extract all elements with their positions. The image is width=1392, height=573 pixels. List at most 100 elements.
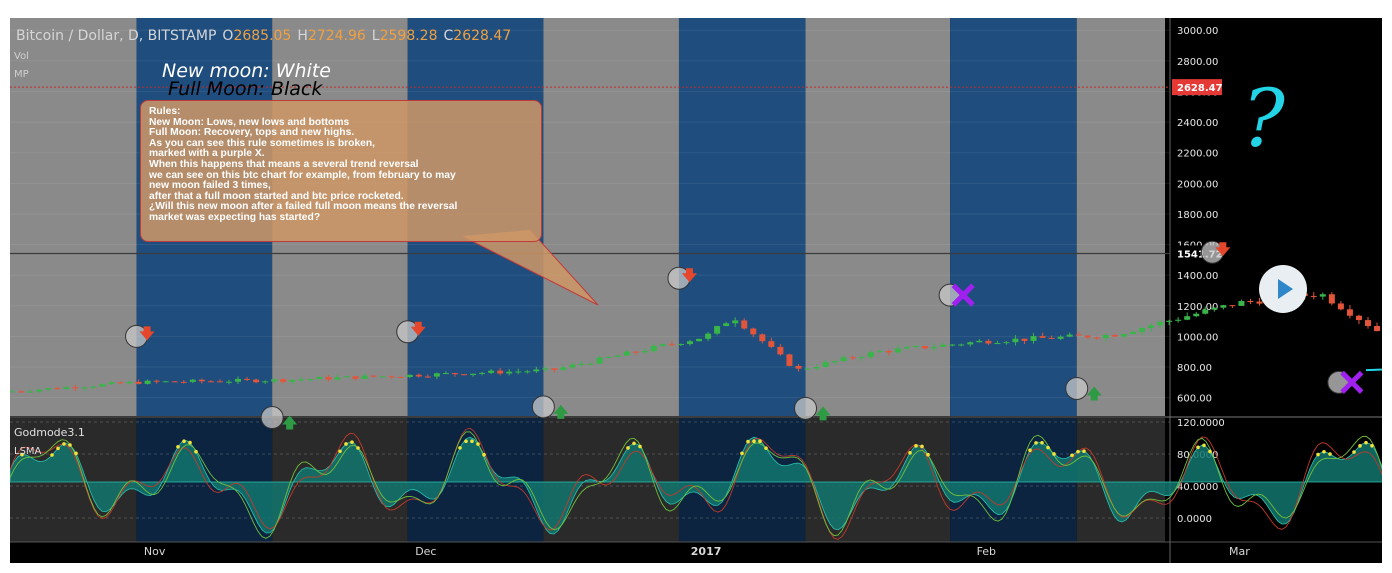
failed-moon-x-icon	[1340, 370, 1364, 394]
overbought-dot	[20, 452, 24, 457]
x-tick-label: Dec	[415, 545, 436, 558]
candle-body	[1310, 295, 1317, 297]
overbought-dot	[1202, 443, 1206, 448]
candle-body	[515, 371, 522, 373]
candle-body	[442, 373, 449, 375]
overbought-dot	[908, 451, 912, 455]
overbought-dot	[1082, 449, 1086, 454]
overbought-dot	[1328, 452, 1332, 456]
overbought-dot	[1316, 452, 1320, 457]
moon-marker-circle	[531, 395, 555, 419]
price-axis-label: 1541.72	[1177, 249, 1223, 260]
overbought-dot	[470, 439, 474, 444]
close-value: 2628.47	[453, 28, 512, 44]
overbought-dot	[194, 449, 198, 454]
overbought-dot	[1040, 440, 1044, 445]
candle-body	[1220, 305, 1227, 308]
overbought-dot	[182, 439, 186, 444]
overbought-dot	[914, 444, 918, 448]
indicator-title[interactable]: Godmode3.1	[14, 426, 85, 439]
arrow-up-icon	[282, 415, 298, 430]
candle-body	[976, 340, 983, 343]
candle-body	[614, 355, 621, 357]
overbought-dot	[482, 452, 486, 457]
moon-band-new	[950, 18, 1077, 416]
play-button[interactable]	[1259, 265, 1307, 313]
candle-body	[1374, 326, 1381, 332]
candle-body	[1157, 321, 1164, 326]
overbought-dot	[56, 446, 60, 451]
candle-body	[596, 357, 603, 364]
candle-body	[271, 379, 278, 382]
indicator-y-tick-label: 40.0000	[1177, 482, 1218, 493]
candle-body	[108, 382, 115, 385]
y-tick-label: 1200.00	[1177, 302, 1218, 313]
vol-label[interactable]: Vol	[14, 51, 29, 62]
candle-body	[985, 340, 992, 344]
candle-body	[650, 345, 657, 352]
y-tick-label: 2200.00	[1177, 149, 1218, 160]
overbought-dot	[926, 452, 930, 457]
y-tick-label: 800.00	[1177, 363, 1212, 374]
candle-body	[135, 381, 142, 384]
candle-body	[913, 346, 919, 348]
symbol-title: Bitcoin / Dollar, D, BITSTAMP	[16, 28, 217, 44]
candle-body	[361, 375, 368, 379]
candle-body	[831, 361, 838, 363]
candle-body	[235, 378, 241, 382]
candle-body	[858, 357, 865, 359]
moon-band-full	[1076, 18, 1165, 416]
candle-body	[1229, 305, 1236, 307]
candle-body	[524, 371, 531, 373]
overbought-dot	[632, 441, 636, 446]
candle-body	[1111, 335, 1118, 337]
candle-body	[795, 365, 802, 369]
arrow-up-icon	[553, 404, 569, 419]
candle-body	[207, 381, 214, 383]
overbought-dot	[1028, 448, 1032, 453]
overbought-dot	[356, 446, 360, 450]
overbought-dot	[1322, 449, 1326, 454]
candle-body	[849, 357, 856, 359]
callout-pointer	[461, 229, 599, 306]
candle-body	[1247, 301, 1254, 303]
overbought-dot	[1352, 450, 1356, 454]
oscillator-red-line	[10, 427, 1382, 540]
candle-body	[994, 343, 1001, 345]
candle-body	[623, 351, 630, 356]
candle-body	[1256, 301, 1263, 304]
candle-body	[289, 379, 296, 382]
y-tick-label: 600.00	[1177, 394, 1212, 405]
mp-label[interactable]: MP	[14, 69, 29, 80]
candle-body	[696, 338, 703, 342]
overbought-dot	[188, 440, 192, 445]
candle-body	[903, 347, 910, 349]
candle-body	[1139, 327, 1145, 332]
overbought-dot	[50, 453, 54, 457]
moon-band-full	[10, 18, 137, 416]
overbought-dot	[1364, 440, 1368, 445]
moon-band-new	[678, 18, 806, 416]
candle-body	[171, 381, 178, 383]
overbought-dot	[62, 442, 66, 446]
failed-moon-x-icon	[951, 283, 975, 307]
candle-body	[741, 320, 748, 329]
candle-body	[433, 373, 440, 377]
x-tick-label: Mar	[1229, 545, 1250, 558]
candle-body	[10, 391, 15, 393]
candle-body	[1337, 303, 1344, 310]
candle-body	[786, 354, 793, 366]
indicator-y-tick-label: 120.0000	[1177, 418, 1225, 429]
candle-body	[560, 367, 567, 370]
high-value: 2724.96	[307, 28, 366, 44]
candle-body	[1066, 334, 1073, 337]
candle-body	[542, 368, 549, 370]
candle-body	[822, 362, 829, 368]
overbought-dot	[464, 439, 468, 444]
candle-body	[569, 364, 576, 368]
y-tick-label: 1000.00	[1177, 332, 1218, 343]
candle-body	[867, 352, 874, 358]
candle-body	[632, 351, 639, 353]
overbought-dot	[1358, 444, 1362, 448]
moon-band-full	[543, 18, 679, 416]
